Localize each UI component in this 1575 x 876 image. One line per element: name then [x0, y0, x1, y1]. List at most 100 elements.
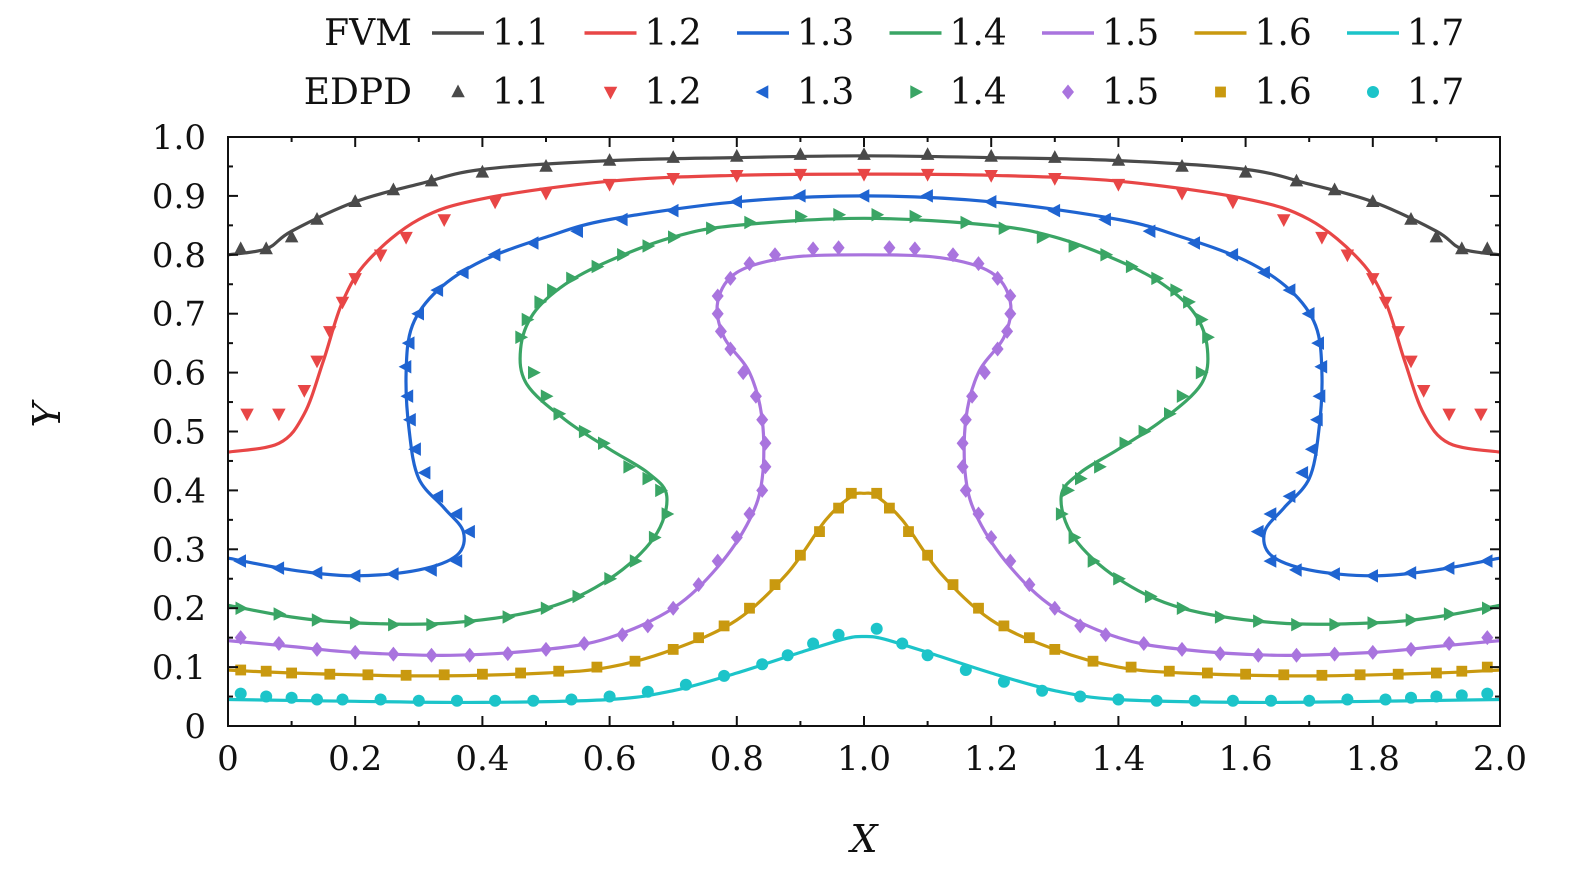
- y-tick-label: 0.4: [152, 471, 206, 511]
- edpd-point-1-3: [1295, 466, 1309, 480]
- x-tick-label: 1.2: [964, 739, 1018, 779]
- edpd-point-1-2: [1226, 196, 1240, 210]
- edpd-point-1-2: [920, 168, 935, 182]
- x-tick-label: 0.6: [583, 739, 637, 779]
- edpd-point-1-4: [909, 209, 923, 224]
- edpd-point-1-6: [947, 579, 959, 590]
- edpd-point-1-4: [540, 389, 554, 403]
- edpd-point-1-2: [602, 178, 617, 192]
- edpd-point-1-2: [272, 408, 286, 422]
- edpd-point-1-5: [956, 459, 969, 475]
- y-tick-label: 0.7: [152, 295, 206, 335]
- edpd-point-1-6: [1125, 661, 1137, 673]
- legend-entry-label: 1.6: [1255, 13, 1312, 54]
- edpd-point-1-5: [234, 630, 247, 646]
- edpd-point-1-7: [679, 678, 692, 691]
- edpd-point-1-4: [998, 221, 1012, 235]
- edpd-point-1-6: [833, 502, 844, 514]
- edpd-point-1-6: [795, 549, 806, 561]
- edpd-point-1-4: [706, 221, 719, 235]
- y-tick-label: 0.9: [152, 177, 206, 217]
- edpd-point-1-5: [1405, 641, 1417, 657]
- edpd-point-1-7: [311, 693, 323, 706]
- edpd-point-1-7: [1455, 689, 1468, 702]
- legend-marker-swatch: [755, 85, 769, 99]
- edpd-point-1-4: [572, 589, 586, 604]
- edpd-point-1-5: [759, 459, 772, 475]
- y-tick-label: 0.8: [152, 236, 206, 276]
- legend-marker-swatch: [603, 86, 618, 100]
- edpd-point-1-6: [591, 661, 603, 673]
- edpd-point-1-3: [1263, 554, 1277, 568]
- edpd-point-1-2: [730, 170, 744, 183]
- edpd-point-1-2: [1315, 231, 1329, 245]
- edpd-point-1-4: [1367, 616, 1381, 630]
- edpd-point-1-3: [1304, 442, 1318, 456]
- edpd-point-1-3: [400, 389, 414, 403]
- edpd-point-1-5: [311, 641, 323, 657]
- edpd-point-1-4: [1094, 460, 1107, 474]
- edpd-point-1-1: [1480, 241, 1494, 255]
- edpd-point-1-6: [1163, 665, 1175, 677]
- edpd-point-1-3: [1314, 360, 1328, 374]
- edpd-point-1-1: [602, 153, 617, 166]
- edpd-point-1-1: [984, 148, 998, 162]
- edpd-point-1-6: [1240, 668, 1251, 680]
- edpd-point-1-5: [1214, 646, 1227, 662]
- edpd-point-1-7: [489, 694, 502, 707]
- edpd-series-markers: [233, 147, 1495, 707]
- edpd-point-1-2: [240, 408, 254, 422]
- edpd-point-1-7: [1265, 694, 1277, 707]
- edpd-point-1-5: [883, 240, 896, 256]
- legend-entry-label: 1.2: [645, 72, 702, 113]
- edpd-point-1-7: [921, 649, 934, 662]
- edpd-point-1-5: [724, 270, 737, 286]
- x-tick-label: 0.8: [710, 739, 764, 779]
- x-tick-label: 1.4: [1091, 739, 1145, 779]
- edpd-point-1-5: [947, 247, 959, 263]
- edpd-point-1-3: [271, 561, 285, 575]
- edpd-point-1-6: [477, 668, 488, 680]
- edpd-point-1-3: [920, 189, 933, 203]
- edpd-point-1-5: [501, 646, 514, 662]
- edpd-point-1-7: [260, 690, 273, 703]
- y-tick-label: 0.6: [152, 354, 206, 394]
- edpd-point-1-4: [1202, 330, 1215, 344]
- edpd-point-1-4: [1443, 607, 1457, 621]
- axis-ticks: [227, 136, 1501, 727]
- edpd-point-1-4: [1253, 614, 1266, 628]
- edpd-point-1-6: [235, 664, 247, 676]
- edpd-point-1-7: [870, 622, 883, 635]
- edpd-point-1-6: [515, 667, 526, 679]
- edpd-point-1-2: [335, 296, 350, 310]
- edpd-point-1-4: [534, 295, 548, 309]
- legend-entry-label: 1.4: [950, 13, 1007, 54]
- edpd-point-1-3: [462, 524, 475, 539]
- edpd-point-1-4: [1291, 617, 1304, 632]
- fvm-line-1-6: [227, 491, 1501, 678]
- edpd-point-1-3: [729, 195, 742, 209]
- edpd-point-1-3: [449, 554, 463, 568]
- edpd-point-1-4: [642, 471, 656, 486]
- edpd-point-1-5: [1366, 644, 1379, 660]
- edpd-point-1-4: [1405, 613, 1419, 627]
- edpd-point-1-5: [1328, 646, 1341, 662]
- edpd-point-1-7: [1303, 694, 1316, 707]
- edpd-point-1-1: [348, 194, 362, 207]
- edpd-point-1-3: [570, 224, 583, 238]
- edpd-point-1-3: [424, 563, 437, 577]
- edpd-point-1-4: [1214, 610, 1228, 624]
- edpd-point-1-4: [642, 239, 656, 253]
- edpd-point-1-6: [1024, 632, 1035, 644]
- edpd-point-1-4: [1125, 259, 1139, 274]
- edpd-point-1-7: [896, 637, 909, 650]
- edpd-point-1-4: [1164, 407, 1177, 421]
- edpd-point-1-6: [1456, 665, 1468, 677]
- edpd-point-1-7: [997, 675, 1010, 688]
- edpd-point-1-4: [1113, 572, 1126, 586]
- edpd-point-1-4: [464, 614, 478, 628]
- edpd-point-1-1: [424, 173, 439, 187]
- edpd-point-1-5: [959, 482, 972, 498]
- edpd-point-1-5: [769, 247, 781, 263]
- edpd-point-1-4: [661, 507, 675, 521]
